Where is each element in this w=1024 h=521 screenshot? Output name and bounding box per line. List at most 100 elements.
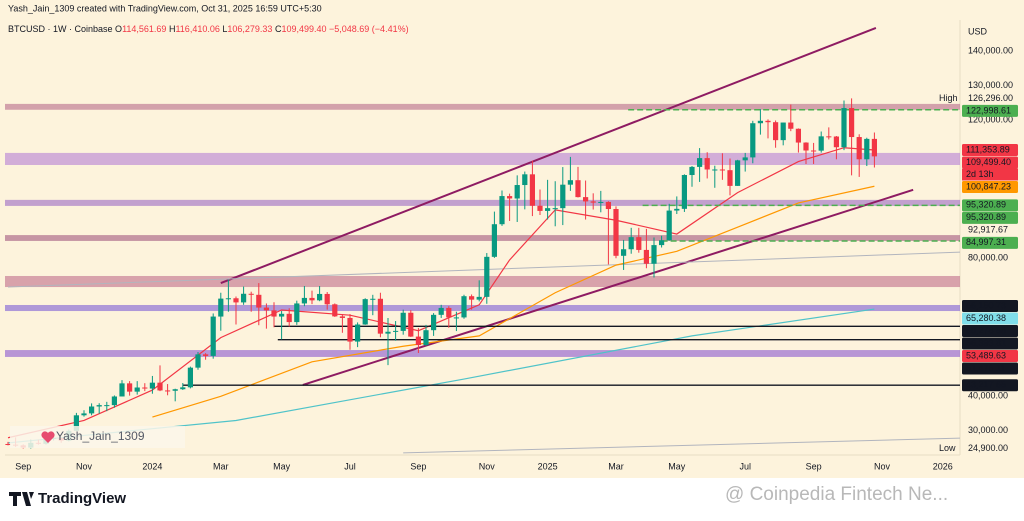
candle-body	[803, 142, 809, 151]
x-tick-label: Nov	[479, 461, 496, 471]
price-change: −5,048.69 (−4.41%)	[329, 24, 409, 34]
y-tick-label: 30,000.00	[968, 425, 1008, 435]
x-tick-label: Sep	[15, 461, 31, 471]
price-tag-label: 84,997.31	[966, 237, 1006, 247]
candle-body	[833, 136, 839, 148]
plot-area	[5, 27, 960, 454]
candle-body	[628, 237, 634, 250]
price-tag-label: 60,278.58	[966, 325, 1006, 335]
candle-body	[659, 240, 665, 246]
candle-body	[225, 298, 231, 300]
candle-body	[142, 387, 148, 389]
candle-body	[81, 413, 87, 416]
moving-average	[152, 185, 875, 418]
candle-body	[507, 196, 513, 199]
price-tag	[962, 312, 1018, 325]
author-badge	[10, 426, 185, 448]
candle-body	[643, 249, 649, 264]
candle-body	[165, 390, 171, 392]
y-tick-label: 80,000.00	[968, 253, 1008, 263]
candle-body	[408, 312, 414, 337]
y-tick-label: 140,000.00	[968, 45, 1013, 55]
symbol-line: BTCUSD · 1W · Coinbase O114,561.69 H116,…	[8, 24, 409, 34]
trendline	[302, 188, 914, 386]
price-tag	[962, 337, 1018, 350]
candle-body	[89, 406, 95, 414]
candle-body	[651, 245, 657, 264]
candle-body	[423, 330, 429, 346]
candle-body	[393, 330, 399, 332]
candle-body	[431, 314, 437, 331]
x-tick-label: Jul	[344, 461, 356, 471]
moving-average	[7, 147, 875, 439]
price-tag	[962, 211, 1018, 224]
zone	[5, 235, 960, 241]
price-tag	[962, 180, 1018, 193]
candle-body	[476, 296, 482, 300]
price-tag-label: 66,150.73	[966, 300, 1006, 310]
ohlc-key: L	[222, 24, 227, 34]
candle-body	[849, 108, 855, 138]
candle-body	[636, 237, 642, 250]
candle-body	[248, 293, 254, 295]
candle-body	[514, 185, 520, 199]
candle-body	[104, 405, 110, 407]
ohlc-value: 114,561.69	[122, 24, 166, 34]
author-watermark: Yash_Jain_1309	[56, 429, 145, 443]
price-tag-label: 109,499.40	[966, 157, 1011, 167]
x-tick-label: Jul	[739, 461, 751, 471]
price-tag-label: 95,320.89	[966, 212, 1006, 222]
candle-body	[332, 304, 338, 317]
ohlc-value: 116,410.06	[175, 24, 219, 34]
extreme-price: 126,296.00	[968, 93, 1013, 103]
zone	[5, 304, 960, 312]
candle-body	[195, 354, 201, 368]
zone	[5, 103, 960, 110]
price-tag	[962, 236, 1018, 249]
price-label: 92,917.67	[968, 225, 1008, 235]
candle-body	[681, 175, 687, 209]
candle-body	[279, 313, 285, 317]
price-tag	[962, 379, 1018, 392]
price-tag	[962, 199, 1018, 212]
candle-body	[567, 180, 573, 185]
countdown-label: 2d 13h	[966, 169, 994, 179]
x-tick-label: Mar	[213, 461, 229, 471]
candle-body	[689, 166, 695, 176]
candle-body	[446, 307, 452, 318]
candle-body	[218, 298, 224, 317]
candle-body	[286, 313, 292, 323]
x-tick-label: May	[273, 461, 291, 471]
x-tick-label: Sep	[410, 461, 426, 471]
x-tick-label: Nov	[874, 461, 891, 471]
candle-body	[719, 169, 725, 171]
candle-body	[818, 136, 824, 151]
candle-body	[453, 317, 459, 319]
candle-body	[96, 405, 102, 407]
heart-icon	[41, 431, 55, 443]
candle-body	[735, 160, 741, 186]
zone	[5, 350, 960, 357]
x-tick-label: 2026	[933, 461, 953, 471]
price-tag-label: 100,847.23	[966, 181, 1011, 191]
x-tick-label: 2025	[538, 461, 558, 471]
candle-body	[134, 387, 140, 392]
zone	[5, 199, 960, 206]
candle-body	[5, 443, 11, 445]
candle-body	[187, 367, 193, 388]
zone	[5, 152, 960, 165]
extreme-price: 24,900.00	[968, 443, 1008, 453]
currency-label: USD	[968, 26, 988, 36]
candle-body	[73, 415, 79, 431]
candle-body	[697, 158, 703, 167]
candle-body	[750, 123, 756, 158]
price-tag-label: 122,998.61	[966, 105, 1011, 115]
brand-name: TradingView	[38, 490, 126, 507]
candle-body	[233, 298, 239, 303]
price-tag-label: 43,217.65	[966, 380, 1006, 390]
candle-body	[765, 120, 771, 123]
candle-body	[704, 158, 710, 170]
ohlc-key: H	[169, 24, 176, 34]
candle-body	[438, 307, 444, 315]
